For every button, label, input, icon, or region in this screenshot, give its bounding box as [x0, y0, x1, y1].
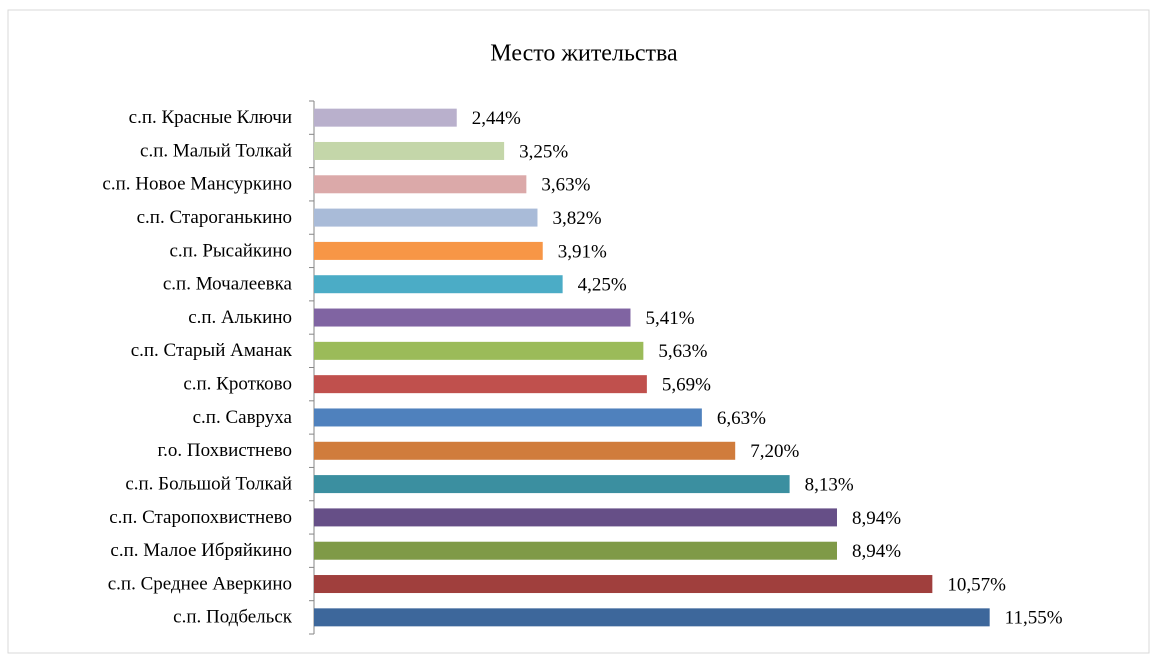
bar: [314, 208, 538, 227]
y-tick-label: с.п. Новое Мансуркино: [102, 174, 292, 195]
value-label: 3,25%: [519, 141, 568, 162]
chart-title: Место жительства: [490, 41, 678, 67]
value-label: 8,94%: [852, 541, 901, 562]
bar: [314, 508, 837, 527]
bar: [314, 241, 543, 260]
y-tick-label: с.п. Большой Толкай: [125, 473, 292, 494]
bar: [314, 541, 837, 560]
y-tick-label: с.п. Староганькино: [137, 207, 292, 228]
bar: [314, 341, 644, 360]
bar: [314, 175, 527, 194]
value-label: 5,63%: [658, 341, 707, 362]
bar: [314, 408, 702, 427]
y-tick-label: с.п. Мочалеевка: [163, 274, 293, 295]
value-label: 5,69%: [662, 375, 711, 396]
value-label: 8,13%: [805, 474, 854, 495]
value-label: 10,57%: [947, 574, 1006, 595]
bar: [314, 441, 736, 460]
value-label: 6,63%: [717, 408, 766, 429]
value-label: 11,55%: [1005, 608, 1063, 629]
value-label: 3,63%: [541, 175, 590, 196]
value-label: 5,41%: [645, 308, 694, 329]
bar: [314, 375, 647, 394]
y-tick-label: с.п. Малый Толкай: [140, 140, 292, 161]
bar: [314, 608, 990, 627]
value-label: 3,82%: [552, 208, 601, 229]
value-label: 2,44%: [472, 108, 521, 129]
bar: [314, 475, 790, 494]
y-tick-label: с.п. Рысайкино: [169, 240, 292, 261]
y-tick-label: с.п. Красные Ключи: [129, 107, 292, 128]
bar: [314, 575, 933, 594]
y-tick-label: с.п. Савруха: [193, 407, 293, 428]
value-label: 4,25%: [578, 275, 627, 296]
bar: [314, 308, 631, 327]
y-tick-label: с.п. Кротково: [183, 374, 292, 395]
bar: [314, 108, 457, 127]
y-tick-label: с.п. Малое Ибряйкино: [110, 540, 292, 561]
y-tick-label: с.п. Среднее Аверкино: [108, 573, 292, 594]
y-tick-label: с.п. Подбельск: [173, 607, 293, 628]
y-tick-label: с.п. Старопохвистнево: [109, 507, 292, 528]
value-label: 7,20%: [750, 441, 799, 462]
value-label: 3,91%: [558, 241, 607, 262]
y-tick-label: с.п. Старый Аманак: [131, 340, 293, 361]
y-tick-label: г.о. Похвистнево: [158, 440, 292, 461]
y-tick-label: с.п. Алькино: [188, 307, 292, 328]
bar: [314, 141, 505, 160]
value-label: 8,94%: [852, 508, 901, 529]
bar: [314, 275, 563, 294]
